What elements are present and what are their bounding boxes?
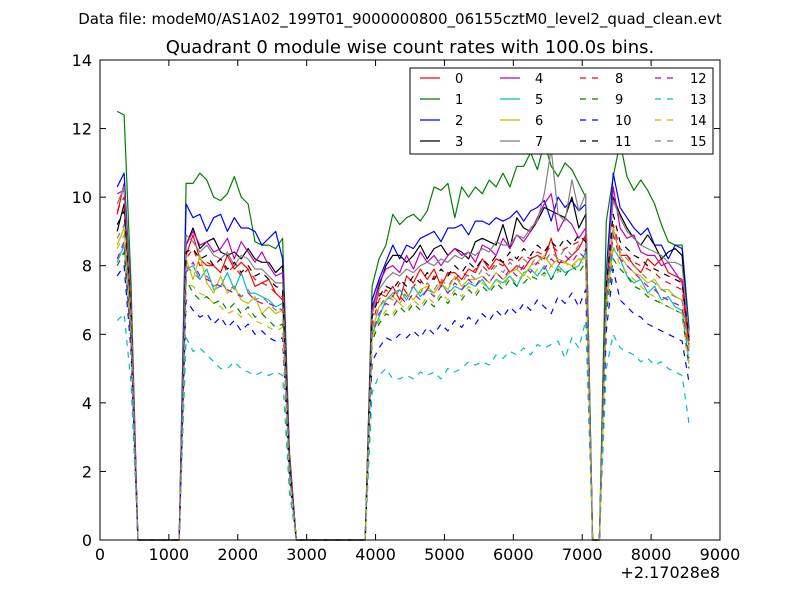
- x-tick-label: 5000: [424, 545, 465, 564]
- legend-label-0: 0: [455, 72, 463, 87]
- y-tick-label: 2: [82, 462, 92, 481]
- x-tick-label: 0: [95, 545, 105, 564]
- x-tick-label: 2000: [217, 545, 258, 564]
- x-offset-label: +2.17028e8: [620, 563, 720, 582]
- legend-box: [409, 67, 714, 155]
- y-tick-label: 14: [72, 51, 92, 70]
- legend-label-8: 8: [615, 72, 623, 87]
- legend-label-9: 9: [615, 93, 623, 108]
- legend-label-12: 12: [690, 72, 707, 87]
- y-tick-label: 0: [82, 531, 92, 550]
- legend-label-3: 3: [455, 135, 463, 150]
- data-file-title: Data file: modeM0/AS1A02_199T01_90000008…: [78, 10, 722, 29]
- y-tick-label: 12: [72, 120, 92, 139]
- ticks-layer: 0 1000 2000 3000 4000 5000 6000 7000 8000 9000 0 2 4…: [72, 51, 741, 564]
- series-line-12: [116, 234, 690, 541]
- legend-label-1: 1: [455, 93, 463, 108]
- legend-label-15: 15: [690, 135, 707, 150]
- x-tick-label: 3000: [286, 545, 327, 564]
- y-tick-label: 8: [82, 257, 92, 276]
- legend-label-2: 2: [455, 114, 463, 129]
- legend-label-14: 14: [690, 114, 707, 129]
- x-tick-label: 1000: [149, 545, 190, 564]
- y-tick-label: 6: [82, 325, 92, 344]
- series-layer: [116, 110, 690, 541]
- series-line-14: [116, 234, 690, 541]
- y-tick-label: 10: [72, 188, 92, 207]
- x-tick-label: 6000: [493, 545, 534, 564]
- legend-label-7: 7: [535, 135, 543, 150]
- legend-label-11: 11: [615, 135, 632, 150]
- legend-label-4: 4: [535, 72, 543, 87]
- series-line-1: [116, 110, 690, 541]
- legend-label-13: 13: [690, 93, 707, 108]
- x-tick-label: 7000: [562, 545, 603, 564]
- legend-label-5: 5: [535, 93, 543, 108]
- legend-label-6: 6: [535, 114, 543, 129]
- axes-frame: [99, 59, 721, 541]
- chart-title: Quadrant 0 module wise count rates with …: [166, 37, 655, 58]
- y-tick-label: 4: [82, 394, 92, 413]
- legend-label-10: 10: [615, 114, 632, 129]
- x-tick-label: 8000: [631, 545, 672, 564]
- x-tick-label: 4000: [355, 545, 396, 564]
- x-tick-label: 9000: [700, 545, 741, 564]
